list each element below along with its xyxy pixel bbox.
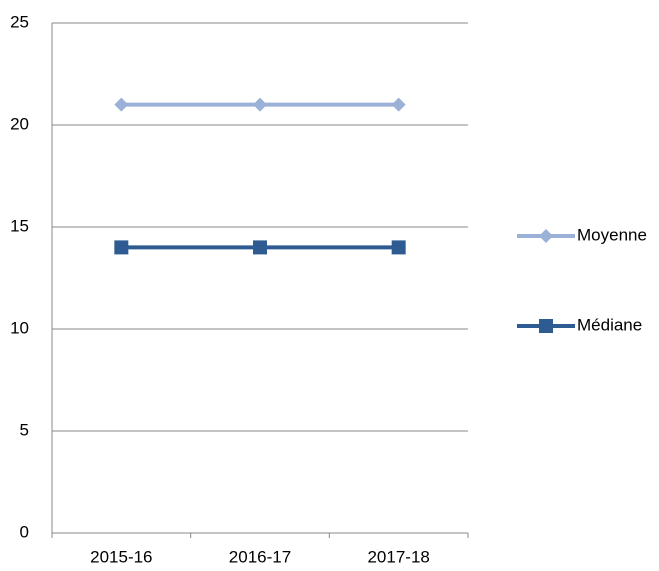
y-tick-label: 20 [10,114,29,133]
legend-label: Médiane [577,315,642,334]
legend-marker [539,319,553,333]
point [253,97,267,112]
y-tick-label: 15 [10,216,29,235]
legend-marker [539,229,553,243]
point [114,97,129,112]
y-tick-label: 0 [20,522,29,541]
x-tick-label: 2017-18 [367,547,429,566]
x-tick-label: 2016-17 [229,547,291,566]
point [391,97,406,112]
point [114,240,129,255]
y-tick-label: 25 [10,12,29,31]
y-tick-label: 5 [20,420,29,439]
point [391,240,406,255]
legend-label: Moyenne [577,225,647,244]
x-tick-label: 2015-16 [90,547,152,566]
y-tick-label: 10 [10,318,29,337]
point [253,240,267,255]
